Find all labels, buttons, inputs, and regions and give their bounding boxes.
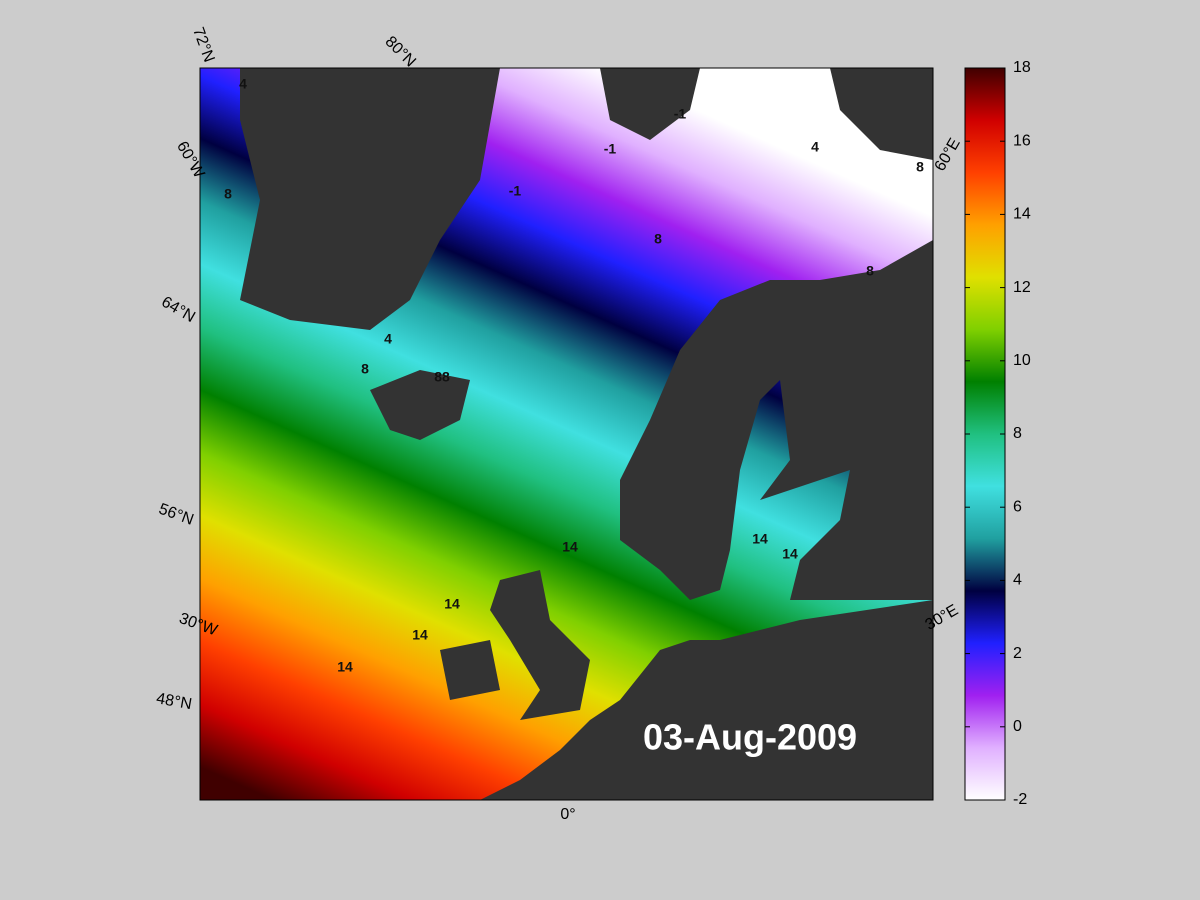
contour-label: 4 bbox=[384, 331, 392, 347]
contour-label: 88 bbox=[434, 369, 450, 385]
contour-label: -1 bbox=[674, 106, 687, 122]
colorbar-tick-label: 10 bbox=[1013, 352, 1031, 369]
contour-label: 14 bbox=[412, 627, 428, 643]
contour-label: 14 bbox=[562, 539, 578, 555]
svalbard bbox=[600, 68, 700, 140]
date-label: 03-Aug-2009 bbox=[643, 717, 857, 758]
britain bbox=[490, 570, 590, 720]
contour-label: 4 bbox=[811, 139, 819, 155]
contour-label: 8 bbox=[916, 159, 924, 175]
graticule-label: 0° bbox=[560, 806, 575, 823]
graticule-label: 48°N bbox=[155, 690, 193, 713]
greenland bbox=[240, 68, 500, 330]
colorbar-tick-label: 2 bbox=[1013, 645, 1022, 662]
map-panel bbox=[200, 68, 933, 800]
contour-label: 8 bbox=[866, 263, 874, 279]
colorbar-tick-label: -2 bbox=[1013, 791, 1027, 808]
contour-label: -1 bbox=[509, 183, 522, 199]
colorbar-tick-label: 4 bbox=[1013, 572, 1022, 589]
contour-label: 8 bbox=[654, 231, 662, 247]
iceland bbox=[370, 370, 470, 440]
ireland bbox=[440, 640, 500, 700]
colorbar-tick-label: 6 bbox=[1013, 498, 1022, 515]
colorbar-tick-label: 8 bbox=[1013, 425, 1022, 442]
colorbar-tick-label: 0 bbox=[1013, 718, 1022, 735]
contour-label: 8 bbox=[224, 186, 232, 202]
map-frame bbox=[199, 67, 934, 801]
contour-label: 14 bbox=[444, 596, 460, 612]
europe bbox=[480, 600, 933, 800]
colorbar bbox=[964, 67, 1006, 801]
scandinavia bbox=[620, 240, 933, 600]
colorbar-tick-label: 14 bbox=[1013, 206, 1031, 223]
colorbar-tick-label: 18 bbox=[1013, 59, 1031, 76]
contour-label: 8 bbox=[361, 361, 369, 377]
contour-label: 14 bbox=[337, 659, 353, 675]
contour-label: 14 bbox=[752, 531, 768, 547]
contour-label: 4 bbox=[239, 76, 247, 92]
colorbar-tick-label: 16 bbox=[1013, 132, 1031, 149]
novaya-zemlya bbox=[830, 68, 933, 160]
colorbar-tick-label: 12 bbox=[1013, 279, 1031, 296]
contour-label: -1 bbox=[604, 141, 617, 157]
contour-label: 14 bbox=[782, 546, 798, 562]
